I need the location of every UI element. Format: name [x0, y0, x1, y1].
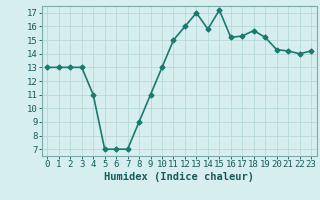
X-axis label: Humidex (Indice chaleur): Humidex (Indice chaleur) [104, 172, 254, 182]
